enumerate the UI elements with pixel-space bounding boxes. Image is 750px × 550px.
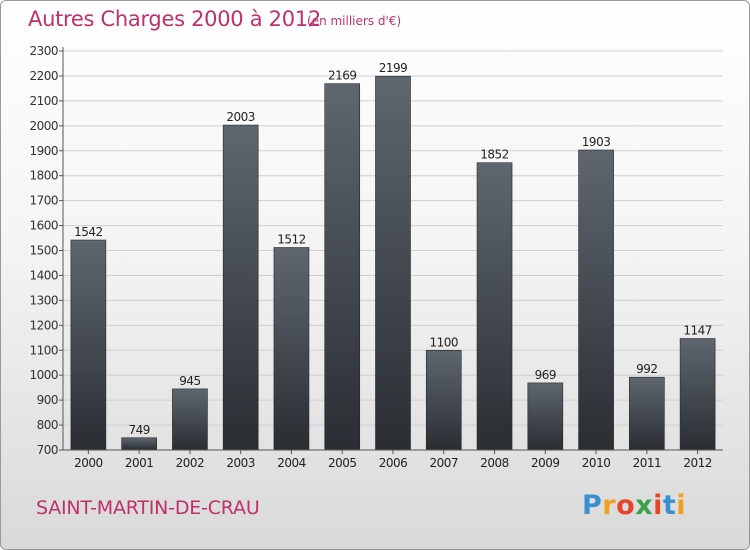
x-tick-label: 2006 — [379, 456, 408, 470]
unit-label: (en milliers d'€) — [307, 14, 402, 28]
y-tick-label: 1700 — [29, 194, 58, 208]
logo-letter: r — [602, 490, 617, 521]
bar-value-label: 945 — [179, 374, 200, 388]
logo-letter: P — [582, 490, 603, 521]
bar-2000 — [70, 239, 107, 451]
bar-value-label: 1100 — [429, 335, 458, 349]
y-tick-label: 900 — [37, 393, 58, 407]
bar-value-label: 2169 — [328, 69, 357, 83]
bar-value-label: 2003 — [226, 110, 255, 124]
x-tick-label: 2007 — [429, 456, 458, 470]
logo-letter: i — [653, 490, 663, 521]
logo-letter: i — [676, 490, 687, 521]
y-tick-label: 1900 — [29, 144, 58, 158]
y-tick-label: 1100 — [29, 343, 58, 357]
bar-value-label: 2199 — [379, 61, 408, 75]
x-tick-label: 2008 — [480, 456, 509, 470]
bar-value-label: 1903 — [582, 135, 611, 149]
y-tick-label: 1800 — [29, 169, 58, 183]
x-tick-label: 2003 — [226, 456, 255, 470]
x-tick-label: 2000 — [74, 456, 103, 470]
bar-2006 — [375, 75, 411, 451]
y-tick-label: 1400 — [29, 268, 58, 282]
bar-value-label: 969 — [535, 368, 556, 382]
bar-value-label: 1542 — [74, 225, 103, 239]
bar-2007 — [425, 349, 462, 451]
bar-value-label: 749 — [128, 423, 149, 437]
y-tick-label: 2300 — [29, 44, 58, 58]
bar-2008 — [476, 162, 513, 451]
chart-title: Autres Charges 2000 à 2012 — [28, 7, 321, 31]
y-tick-label: 2100 — [29, 94, 58, 108]
logo-letter: x — [635, 490, 654, 521]
y-tick-label: 1500 — [29, 244, 58, 258]
y-tick-label: 2200 — [29, 69, 58, 83]
y-tick-label: 700 — [37, 443, 58, 457]
bar-2012 — [679, 338, 716, 451]
x-tick-label: 2011 — [633, 456, 662, 470]
bar-2011 — [629, 376, 665, 451]
x-tick-label: 2010 — [582, 456, 611, 470]
bar-2004 — [273, 247, 310, 451]
logo-letter: o — [616, 490, 636, 521]
bar-2009 — [527, 382, 564, 451]
x-tick-label: 2009 — [531, 456, 560, 470]
x-tick-label: 2002 — [176, 456, 205, 470]
bar-2001 — [121, 437, 157, 451]
bar-2002 — [172, 388, 208, 451]
city-name: SAINT-MARTIN-DE-CRAU — [36, 497, 260, 519]
x-tick-label: 2004 — [277, 456, 306, 470]
bar-value-label: 1147 — [683, 324, 712, 338]
x-tick-label: 2012 — [683, 456, 712, 470]
y-tick-label: 1300 — [29, 293, 58, 307]
x-tick-label: 2001 — [125, 456, 154, 470]
y-tick-label: 800 — [37, 418, 58, 432]
y-tick-label: 2000 — [29, 119, 58, 133]
bar-2010 — [578, 149, 614, 451]
y-tick-label: 1000 — [29, 368, 58, 382]
y-tick-label: 1600 — [29, 219, 58, 233]
bar-value-label: 1512 — [277, 233, 306, 247]
bar-2005 — [324, 83, 361, 451]
proxiti-logo: Proxiti — [582, 490, 686, 521]
y-tick-label: 1200 — [29, 318, 58, 332]
bar-2003 — [222, 124, 259, 451]
logo-letter: t — [662, 490, 677, 521]
bar-value-label: 992 — [636, 362, 657, 376]
bar-value-label: 1852 — [480, 148, 509, 162]
x-tick-label: 2005 — [328, 456, 357, 470]
